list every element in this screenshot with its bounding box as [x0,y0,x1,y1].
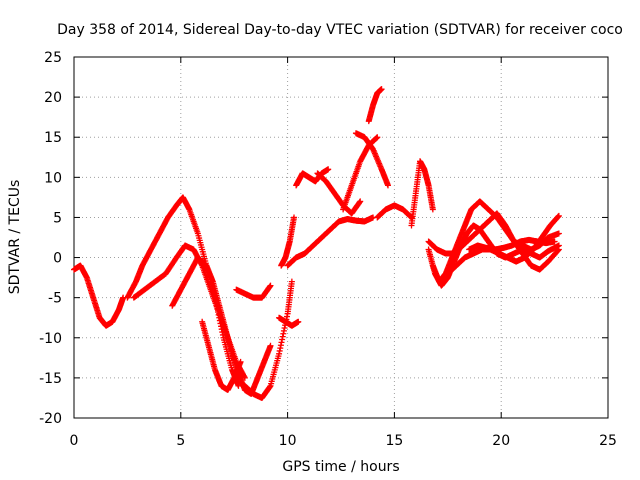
series-arc-14 [352,130,391,189]
series-arc-11 [284,214,377,269]
series-arc-5 [199,318,244,393]
chart-title: Day 358 of 2014, Sidereal Day-to-day VTE… [57,22,623,38]
y-tick-label: -10 [39,331,62,347]
y-tick-label: 15 [44,130,62,146]
y-tick-label: 0 [53,251,62,267]
data-point [267,342,274,349]
series-arc-1 [71,262,127,329]
x-tick-label: 5 [176,433,185,449]
x-tick-label: 25 [599,433,617,449]
y-tick-label: 5 [53,210,62,226]
data-point [551,238,558,245]
y-tick-label: 10 [44,170,62,186]
series-arc-8 [276,314,302,329]
data-point [357,198,364,205]
data-point [555,212,562,219]
data-point [378,86,385,93]
series-arc-20 [425,210,562,273]
x-tick-label: 10 [279,433,297,449]
series-arc-16 [374,202,415,221]
data-point [267,282,274,289]
data-point [374,134,381,141]
y-tick-label: -15 [39,371,62,387]
y-axis-label: SDTVAR / TECUs [7,180,23,295]
series-arc-9 [278,214,298,269]
data-point [555,230,562,237]
x-tick-label: 20 [492,433,510,449]
y-tick-label: 20 [44,90,62,106]
x-axis-label: GPS time / hours [282,459,399,475]
series-arc-7 [241,278,295,401]
data-point [555,247,562,254]
data-point [384,182,391,189]
series-arc-15 [365,86,385,125]
y-tick-label: -20 [39,411,62,427]
y-tick-label: -5 [48,291,62,307]
data-marks [71,86,562,401]
data-point [325,166,332,173]
x-tick-label: 15 [385,433,403,449]
data-point [288,278,295,285]
series-arc-4 [169,254,274,397]
series-arc-17 [408,158,436,229]
series-arc-10 [293,166,332,189]
y-tick-label: 25 [44,50,62,66]
data-point [429,206,436,213]
series-arc-6 [233,282,274,301]
data-point [291,214,298,221]
data-point [295,318,302,325]
data-point [555,246,562,253]
plot-frame [73,56,609,419]
series-arc-22 [466,236,558,253]
data-point [237,358,244,365]
tick-layer: 0 5 10 15 20 25 -20 -15 -10 -5 0 5 10 15 20 25 [39,50,617,449]
x-tick-label: 0 [70,433,79,449]
